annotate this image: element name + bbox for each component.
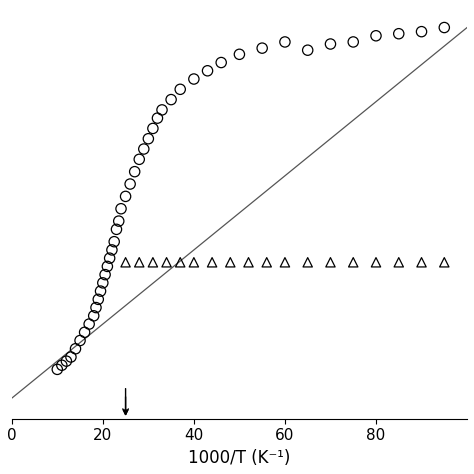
Point (131, 168, 138, 175)
Point (101, 271, 109, 278)
Point (106, 255, 113, 262)
Point (208, 258, 216, 266)
Point (127, 180, 134, 188)
Point (395, 258, 402, 266)
Point (245, 258, 252, 266)
Point (81, 328, 88, 336)
Point (97, 287, 104, 295)
Point (76, 337, 84, 344)
Point (304, 46, 311, 54)
Point (263, 258, 271, 266)
Point (154, 114, 161, 122)
Point (113, 226, 120, 233)
Point (58, 362, 65, 369)
Point (85, 320, 93, 328)
X-axis label: 1000/T (K⁻¹): 1000/T (K⁻¹) (188, 449, 291, 467)
Point (145, 135, 152, 143)
Point (115, 217, 123, 225)
Point (136, 258, 143, 266)
Point (54, 365, 61, 373)
Point (190, 75, 198, 83)
Point (236, 51, 243, 58)
Point (395, 30, 402, 37)
Point (258, 45, 266, 52)
Point (167, 96, 175, 103)
Point (327, 40, 334, 48)
Point (99, 279, 107, 287)
Point (72, 345, 79, 353)
Point (349, 38, 357, 46)
Point (158, 106, 166, 114)
Point (122, 258, 129, 266)
Point (117, 205, 125, 212)
Point (372, 32, 380, 39)
Point (176, 85, 184, 93)
Point (218, 59, 225, 66)
Point (190, 258, 198, 266)
Point (104, 263, 111, 270)
Point (440, 24, 448, 31)
Point (149, 125, 157, 132)
Point (67, 353, 75, 361)
Point (163, 258, 170, 266)
Point (418, 28, 425, 36)
Point (136, 155, 143, 163)
Point (304, 258, 311, 266)
Point (227, 258, 234, 266)
Point (372, 258, 380, 266)
Point (281, 38, 289, 46)
Point (281, 258, 289, 266)
Point (176, 258, 184, 266)
Point (349, 258, 357, 266)
Point (110, 238, 118, 246)
Point (108, 246, 116, 254)
Point (327, 258, 334, 266)
Point (122, 192, 129, 200)
Point (440, 258, 448, 266)
Point (90, 312, 98, 319)
Point (140, 145, 147, 153)
Point (94, 296, 102, 303)
Point (92, 304, 100, 311)
Point (418, 258, 425, 266)
Point (204, 67, 211, 74)
Point (149, 258, 157, 266)
Point (63, 357, 70, 365)
